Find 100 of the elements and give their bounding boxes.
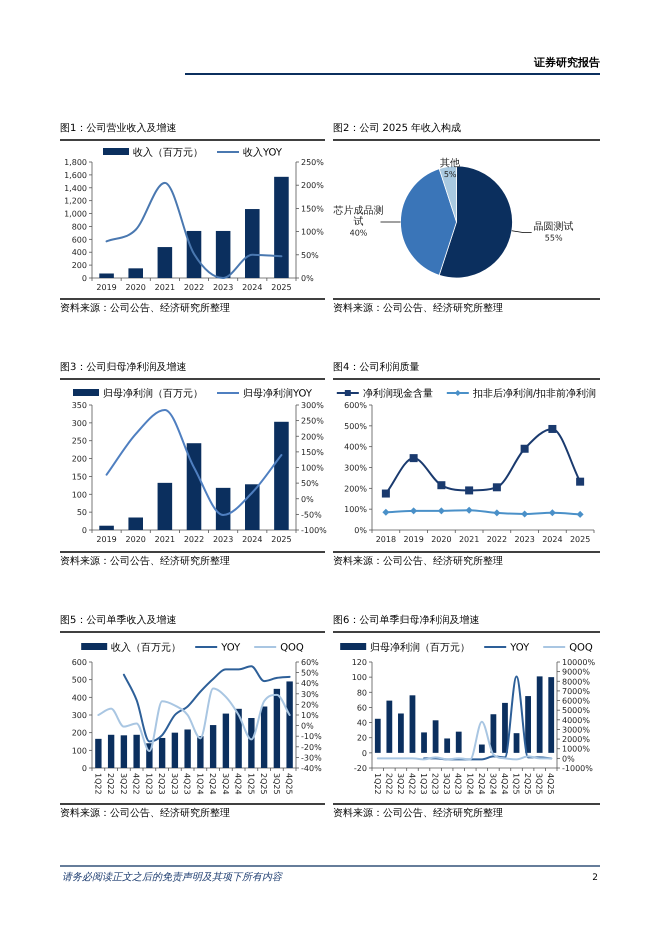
bar	[274, 422, 289, 530]
x-tick-label: 1Q25	[512, 773, 521, 795]
text: 资料来源：公司公告、经济研究所整理	[333, 555, 503, 567]
bar	[502, 702, 508, 753]
y2-tick-label: -30%	[301, 753, 322, 762]
y-tick-label: 600	[72, 658, 87, 667]
y2-tick-label: 3000%	[562, 725, 590, 734]
bar	[133, 734, 140, 768]
x-tick-label: 2018	[376, 535, 396, 544]
point	[437, 481, 446, 490]
text: 证券研究报告	[533, 56, 600, 69]
legend-label: YOY	[509, 642, 530, 654]
bar	[95, 738, 102, 768]
y2-tick-label: 10000%	[562, 658, 596, 667]
point	[382, 508, 390, 516]
x-tick-label: 2024	[542, 535, 563, 544]
bar	[216, 488, 230, 530]
x-tick-label: 2025	[570, 535, 590, 544]
y-tick-label: 120	[352, 658, 367, 667]
point	[465, 486, 474, 494]
bar	[216, 230, 230, 278]
y2-tick-label: -10%	[301, 732, 322, 742]
y-tick-label: 100	[352, 673, 367, 682]
x-tick-label: 3Q22	[396, 773, 405, 795]
bar	[158, 482, 172, 530]
point	[548, 509, 556, 516]
y2-tick-label: 200%	[301, 181, 324, 190]
bar	[248, 718, 255, 768]
y-tick-label: 800	[72, 222, 87, 232]
y-tick-label: 0	[82, 526, 87, 535]
x-tick-label: 1Q25	[246, 773, 256, 795]
y-tick-label: 400%	[344, 442, 368, 452]
y-tick-label: 300	[72, 418, 87, 428]
slice-label: 芯片成品测试	[332, 204, 384, 228]
x-tick-label: 3Q23	[442, 773, 452, 795]
x-tick-label: 2Q22	[384, 773, 394, 795]
x-tick-label: 2020	[431, 535, 452, 544]
y-tick-label: 350	[72, 401, 87, 410]
y-tick-label: 1,200	[64, 196, 87, 206]
line-series	[106, 409, 282, 516]
y2-tick-label: 250%	[301, 158, 324, 167]
bar	[108, 734, 114, 768]
bar	[172, 732, 178, 768]
y-tick-label: 200	[72, 261, 87, 270]
line-series	[423, 675, 552, 760]
x-tick-label: 2Q23	[157, 773, 166, 795]
point	[492, 483, 501, 492]
y2-tick-label: 50%	[301, 479, 320, 488]
chart-title: 图6：公司单季归母净利润及增速	[333, 614, 480, 626]
x-tick-label: 2020	[126, 283, 146, 292]
y-tick-label: 200%	[344, 484, 368, 494]
y-tick-label: 500%	[344, 422, 368, 431]
y2-tick-label: 4000%	[562, 716, 590, 725]
text: 请务必阅读正文之后的免责声明及其项下所有内容	[62, 871, 283, 883]
x-tick-label: 2022	[486, 535, 508, 544]
y-tick-label: 1,600	[64, 170, 87, 180]
bar	[456, 732, 462, 753]
x-tick-label: 2023	[212, 535, 234, 544]
x-tick-label: 3Q22	[118, 773, 128, 795]
y-tick-label: 0	[82, 764, 87, 773]
legend-label: 收入（百万元）	[133, 146, 203, 158]
bar	[274, 176, 289, 278]
x-tick-label: 2021	[458, 535, 480, 544]
bar	[186, 443, 202, 530]
y2-tick-label: 8000%	[562, 677, 590, 686]
y-tick-label: 0%	[354, 526, 368, 535]
data-label: 40%	[350, 228, 368, 238]
y-tick-label: 80	[356, 688, 367, 698]
bar	[99, 273, 114, 278]
x-tick-label: 4Q25	[546, 773, 556, 795]
y-tick-label: 1,000	[64, 210, 87, 219]
y2-tick-label: 150%	[301, 448, 324, 457]
x-tick-label: 4Q22	[132, 773, 141, 795]
y2-tick-label: 50%	[301, 668, 320, 678]
bar	[158, 247, 172, 278]
x-tick-label: 2Q24	[208, 773, 218, 795]
bar	[536, 676, 543, 753]
x-tick-label: 2022	[184, 283, 204, 292]
x-tick-label: 2021	[154, 535, 176, 544]
y2-tick-label: 300%	[301, 401, 324, 410]
x-tick-label: 2Q25	[523, 773, 532, 795]
x-tick-label: 2024	[242, 283, 262, 292]
legend-label: YOY	[220, 642, 242, 654]
x-tick-label: 1Q24	[465, 773, 474, 795]
x-tick-label: 2019	[403, 535, 424, 544]
slice-label: 晶圆测试	[534, 220, 574, 233]
bar	[184, 729, 191, 768]
y2-tick-label: 1000%	[562, 744, 590, 754]
y2-tick-label: 0%	[301, 494, 314, 504]
y2-tick-label: 50%	[301, 250, 320, 260]
x-tick-label: 2023	[212, 283, 234, 292]
bar	[99, 526, 114, 530]
x-tick-label: 4Q23	[454, 773, 463, 795]
y-tick-label: 0	[82, 274, 87, 283]
y2-tick-label: 0%	[562, 754, 576, 764]
legend-label: 归母净利润（百万元）	[370, 642, 470, 654]
y-tick-label: 500	[72, 676, 87, 685]
y-tick-label: 100%	[344, 505, 368, 514]
y2-tick-label: -20%	[301, 742, 322, 752]
point	[410, 507, 418, 514]
